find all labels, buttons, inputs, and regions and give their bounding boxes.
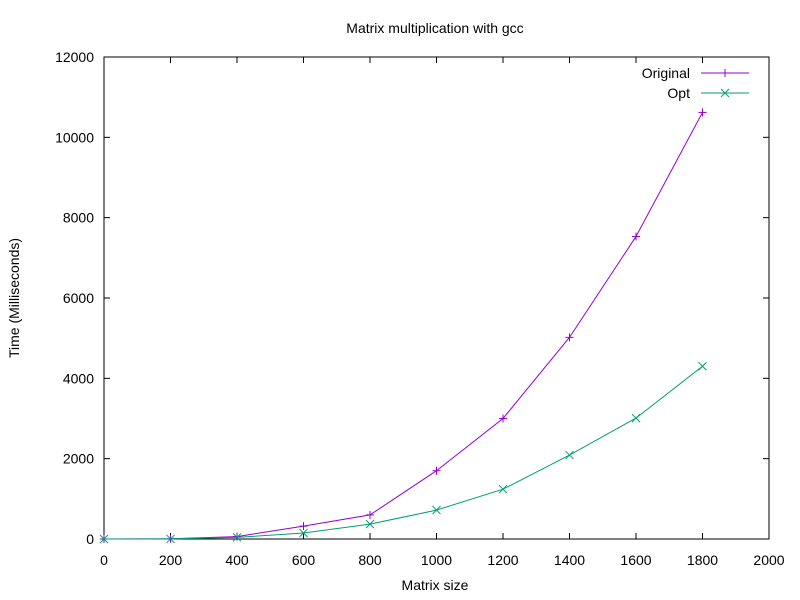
data-point [698,361,707,371]
x-tick-label: 1800 [687,552,718,568]
data-point [166,534,175,544]
y-tick-label: 6000 [63,290,94,306]
data-point [499,414,507,423]
data-point [565,333,574,342]
y-tick-label: 4000 [63,370,94,386]
data-point [631,413,641,423]
legend-label: Opt [667,85,690,101]
x-tick-label: 400 [225,552,249,568]
axis-ticks: 0 200 400 600 800 1000 1200 1400 1600 1800 2000 0 20… [55,49,785,568]
x-tick-label: 0 [100,552,108,568]
data-point [299,522,308,531]
data-point [233,532,241,541]
chart-title: Matrix multiplication with gcc [346,20,523,36]
legend-marker [720,88,730,98]
legend-marker [721,69,729,77]
x-tick-label: 800 [358,552,382,568]
y-axis-title: Time (Milliseconds) [6,238,22,358]
x-tick-label: 200 [159,552,183,568]
data-point [498,484,508,494]
data-point [632,232,640,241]
legend-item: Opt [667,85,749,101]
series-layer [99,108,707,544]
y-tick-label: 8000 [63,210,94,226]
legend: Original Opt [642,65,749,101]
data-point [99,534,109,544]
y-tick-label: 10000 [55,129,94,145]
y-tick-label: 12000 [55,49,94,65]
y-tick-label: 0 [86,531,94,547]
legend-item: Original [642,65,749,81]
data-point [232,533,242,542]
data-point [365,519,375,529]
data-point [565,450,574,460]
y-tick-label: 2000 [63,451,94,467]
series-line [103,365,703,540]
series-line [103,112,703,540]
data-point [698,108,707,117]
data-point [299,528,308,538]
x-tick-label: 1600 [620,552,651,568]
legend-label: Original [642,65,690,81]
data-point [432,466,441,475]
x-tick-label: 1000 [421,552,452,568]
x-tick-label: 1200 [487,552,518,568]
x-tick-label: 1400 [554,552,585,568]
series-original [100,108,707,543]
data-point [366,510,374,519]
x-tick-label: 2000 [753,552,784,568]
series-opt [99,361,707,544]
x-axis-title: Matrix size [402,577,469,593]
data-point [432,505,441,515]
plot-area-frame [103,56,770,540]
x-tick-label: 600 [292,552,316,568]
